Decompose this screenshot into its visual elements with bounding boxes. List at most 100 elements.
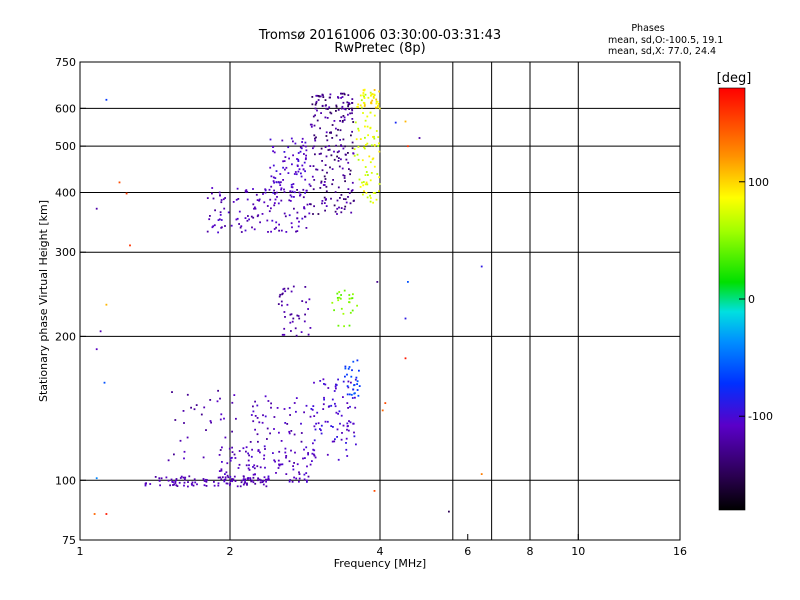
data-point bbox=[289, 194, 292, 197]
data-point bbox=[300, 422, 302, 425]
data-point bbox=[365, 192, 368, 194]
data-point bbox=[154, 476, 157, 478]
data-point bbox=[348, 393, 351, 396]
data-point bbox=[266, 205, 269, 207]
data-point bbox=[348, 297, 351, 300]
data-point bbox=[174, 419, 177, 421]
data-point bbox=[350, 134, 352, 137]
data-point bbox=[336, 297, 339, 299]
data-point bbox=[324, 116, 327, 119]
data-point bbox=[363, 146, 365, 149]
data-point bbox=[167, 479, 170, 482]
data-point bbox=[290, 430, 293, 432]
data-point bbox=[372, 95, 375, 98]
data-point bbox=[254, 482, 257, 485]
data-point bbox=[283, 311, 286, 313]
data-point bbox=[370, 172, 373, 174]
data-point bbox=[298, 191, 301, 194]
data-point bbox=[284, 168, 286, 171]
data-point bbox=[239, 226, 242, 229]
data-point bbox=[343, 208, 346, 210]
data-point bbox=[299, 150, 302, 153]
data-point bbox=[125, 192, 128, 195]
data-point bbox=[345, 158, 348, 161]
data-point bbox=[314, 137, 316, 140]
data-point bbox=[303, 411, 305, 414]
data-point bbox=[267, 475, 270, 478]
data-point bbox=[299, 193, 302, 196]
chart-subtitle: RwPretec (8p) bbox=[334, 41, 425, 56]
data-point bbox=[252, 466, 254, 468]
data-point bbox=[343, 93, 346, 96]
data-point bbox=[314, 428, 317, 431]
data-point bbox=[302, 188, 305, 191]
data-point bbox=[364, 119, 367, 122]
data-point bbox=[287, 172, 290, 174]
data-points bbox=[93, 88, 483, 515]
data-point bbox=[340, 294, 342, 296]
data-point bbox=[370, 94, 372, 97]
data-point bbox=[252, 203, 255, 206]
data-point bbox=[322, 408, 325, 410]
data-point bbox=[298, 220, 300, 223]
data-point bbox=[231, 478, 234, 480]
data-point bbox=[252, 476, 255, 479]
data-point bbox=[273, 459, 276, 462]
data-point bbox=[347, 94, 350, 96]
data-point bbox=[219, 397, 221, 400]
data-point bbox=[344, 198, 347, 201]
data-point bbox=[404, 357, 407, 360]
data-point bbox=[265, 485, 268, 488]
data-point bbox=[353, 154, 356, 157]
data-point bbox=[254, 207, 257, 210]
data-point bbox=[351, 369, 353, 372]
data-point bbox=[263, 445, 266, 448]
data-point bbox=[292, 317, 295, 320]
data-point bbox=[359, 94, 362, 97]
data-point bbox=[362, 193, 364, 196]
data-point bbox=[293, 173, 296, 175]
data-point bbox=[370, 144, 373, 147]
data-point bbox=[294, 327, 297, 330]
data-point bbox=[310, 123, 313, 126]
data-point bbox=[339, 129, 342, 132]
data-point bbox=[193, 478, 196, 481]
data-point bbox=[263, 457, 265, 460]
data-point bbox=[272, 176, 275, 179]
data-point bbox=[167, 459, 170, 462]
data-point bbox=[348, 324, 351, 327]
data-point bbox=[282, 288, 285, 291]
data-point bbox=[307, 333, 310, 336]
data-point bbox=[342, 101, 345, 104]
data-point bbox=[329, 111, 332, 114]
data-point bbox=[290, 183, 293, 186]
data-point bbox=[355, 376, 358, 379]
data-point bbox=[296, 230, 299, 232]
data-point bbox=[320, 147, 323, 150]
data-point bbox=[299, 194, 301, 197]
data-point bbox=[294, 142, 297, 145]
data-point bbox=[309, 327, 312, 329]
data-point bbox=[353, 435, 356, 438]
data-point bbox=[295, 173, 298, 176]
data-point bbox=[322, 184, 325, 186]
data-point bbox=[378, 90, 380, 93]
data-point bbox=[281, 139, 284, 142]
data-point bbox=[205, 429, 207, 431]
data-point bbox=[250, 480, 253, 483]
data-point bbox=[254, 473, 256, 476]
data-point bbox=[349, 311, 352, 314]
data-point bbox=[373, 137, 376, 140]
data-point bbox=[320, 429, 322, 432]
data-point bbox=[95, 207, 98, 210]
data-point bbox=[347, 429, 350, 432]
data-point bbox=[244, 229, 247, 232]
data-point bbox=[298, 168, 301, 171]
data-point bbox=[264, 448, 266, 450]
data-point bbox=[265, 480, 267, 483]
data-point bbox=[305, 227, 308, 229]
data-point bbox=[370, 101, 372, 104]
data-point bbox=[352, 121, 355, 123]
data-point bbox=[357, 127, 360, 130]
data-point bbox=[129, 244, 131, 247]
